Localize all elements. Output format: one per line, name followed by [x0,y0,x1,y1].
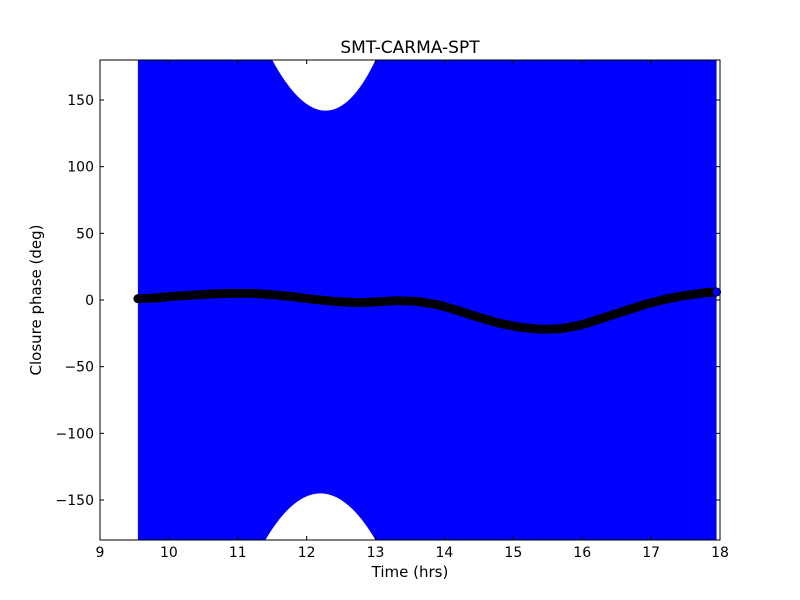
data-points-layer [133,287,722,334]
y-axis-ticks: 150 100 50 0 −50 −100 −150 [56,93,720,509]
x-tick-label: 9 [96,545,105,561]
y-tick-label: 0 [85,293,94,309]
y-tick-label: −50 [64,360,94,376]
y-tick-label: −150 [56,493,94,509]
x-tick-label: 15 [504,545,522,561]
x-tick-label: 14 [436,545,454,561]
y-tick-label: 150 [67,93,94,109]
x-tick-label: 13 [367,545,385,561]
x-tick-label: 12 [298,545,316,561]
x-axis-label: Time (hrs) [371,563,449,581]
x-axis-ticks: 9 10 11 12 13 14 15 16 17 18 [96,60,729,561]
y-axis-label: Closure phase (deg) [27,225,45,376]
y-tick-label: −100 [56,426,94,442]
x-tick-label: 18 [711,545,729,561]
chart-title: SMT-CARMA-SPT [340,38,480,58]
data-point [712,287,722,297]
y-tick-label: 100 [67,160,94,176]
y-tick-label: 50 [76,226,94,242]
x-tick-label: 16 [573,545,591,561]
x-tick-label: 17 [642,545,660,561]
x-tick-label: 10 [160,545,178,561]
x-tick-label: 11 [229,545,247,561]
